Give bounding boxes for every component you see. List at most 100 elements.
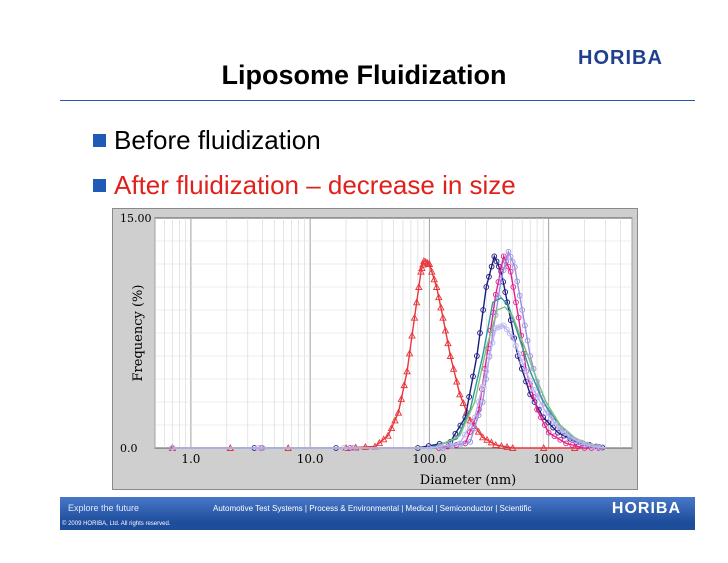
- bullet-before-text: Before fluidization: [114, 125, 321, 155]
- series-marker: [456, 440, 463, 447]
- series-marker: [505, 263, 512, 270]
- series-marker: [486, 273, 492, 280]
- series-marker: [492, 325, 499, 332]
- series-marker: [446, 352, 455, 359]
- bullet-after: After fluidization – decrease in size: [93, 170, 516, 201]
- series-marker: [434, 293, 443, 301]
- series-marker: [530, 386, 537, 393]
- x-axis-label: Diameter (nm): [420, 473, 516, 488]
- series-marker: [498, 323, 504, 330]
- series-marker: [539, 402, 545, 408]
- series-marker: [423, 259, 432, 266]
- series-marker: [444, 339, 452, 347]
- series-marker: [486, 354, 493, 360]
- series-marker: [483, 368, 490, 375]
- series-marker: [463, 407, 471, 415]
- series-marker: [466, 423, 473, 429]
- series-marker: [573, 437, 579, 444]
- series-marker: [446, 442, 453, 448]
- slide-title: Liposome Fluidization: [221, 60, 507, 90]
- series-marker: [538, 414, 544, 421]
- series-marker: [478, 433, 487, 441]
- series-marker: [503, 326, 510, 333]
- series-marker: [255, 445, 261, 451]
- series-marker: [466, 394, 472, 400]
- series-marker: [506, 330, 513, 337]
- series-marker: [552, 421, 559, 427]
- series-marker: [502, 289, 509, 295]
- series-marker: [509, 334, 516, 341]
- series-marker: [456, 390, 464, 398]
- series-marker: [449, 364, 458, 372]
- series-marker: [503, 443, 511, 450]
- square-bullet-icon: [93, 134, 106, 147]
- series-marker: [467, 439, 474, 445]
- series-marker: [387, 424, 396, 432]
- series-marker: [397, 394, 406, 402]
- series-marker: [479, 399, 486, 405]
- series-marker: [511, 264, 518, 270]
- series-marker: [519, 359, 526, 365]
- series-marker: [487, 438, 496, 446]
- series-marker: [466, 429, 473, 436]
- series-marker: [169, 445, 176, 451]
- series-marker: [583, 441, 590, 448]
- bullet-before: Before fluidization: [93, 125, 321, 156]
- x-tick-label: 100.0: [412, 452, 446, 466]
- series-marker: [507, 253, 514, 260]
- series-marker: [557, 426, 564, 433]
- x-tick-label: 1.0: [181, 452, 200, 466]
- series-marker: [500, 267, 507, 273]
- series-marker: [510, 284, 517, 290]
- series-marker: [410, 313, 419, 321]
- series-marker: [351, 443, 360, 451]
- series-marker: [394, 408, 403, 416]
- series-marker: [441, 326, 450, 334]
- series-marker: [578, 439, 585, 446]
- series-line: [172, 324, 606, 449]
- series-line: [172, 254, 606, 449]
- series-marker: [477, 330, 483, 336]
- footer-divisions: Automotive Test Systems | Process & Envi…: [213, 504, 532, 513]
- series-marker: [415, 283, 423, 290]
- series-marker: [524, 337, 531, 344]
- y-tick-label: 15.00: [120, 212, 152, 225]
- series-marker: [563, 440, 569, 447]
- series-marker: [541, 422, 548, 428]
- footer-tagline: Explore the future: [68, 503, 140, 513]
- series-marker: [436, 443, 443, 450]
- series-marker: [408, 331, 416, 339]
- series-marker: [534, 394, 541, 401]
- series-marker: [391, 416, 399, 424]
- series-marker: [459, 399, 468, 406]
- series-marker: [598, 444, 604, 451]
- horiba-logo-top: HORIBA: [578, 47, 663, 69]
- series-marker: [507, 268, 514, 275]
- series-marker: [495, 324, 502, 331]
- series-marker: [493, 258, 500, 265]
- series-marker: [452, 377, 461, 385]
- series-marker: [426, 445, 433, 451]
- series-marker: [505, 248, 512, 255]
- series-marker: [545, 429, 552, 436]
- series-marker: [547, 415, 554, 422]
- series-marker: [432, 283, 441, 290]
- series-marker: [539, 444, 548, 451]
- series-marker: [375, 438, 384, 446]
- series-marker: [439, 313, 447, 321]
- series-marker: [452, 430, 459, 437]
- series-marker: [523, 368, 529, 375]
- series-marker: [480, 307, 486, 313]
- x-tick-label: 10.0: [297, 452, 324, 466]
- series-marker: [400, 381, 408, 389]
- series-marker: [470, 373, 476, 380]
- series-marker: [412, 298, 421, 306]
- series-marker: [514, 278, 521, 285]
- series-marker: [379, 435, 388, 443]
- series-marker: [569, 442, 576, 448]
- series-marker: [479, 383, 486, 390]
- series-marker: [503, 258, 509, 264]
- series-marker: [500, 253, 507, 260]
- series-marker: [483, 435, 491, 443]
- series-marker: [522, 322, 528, 329]
